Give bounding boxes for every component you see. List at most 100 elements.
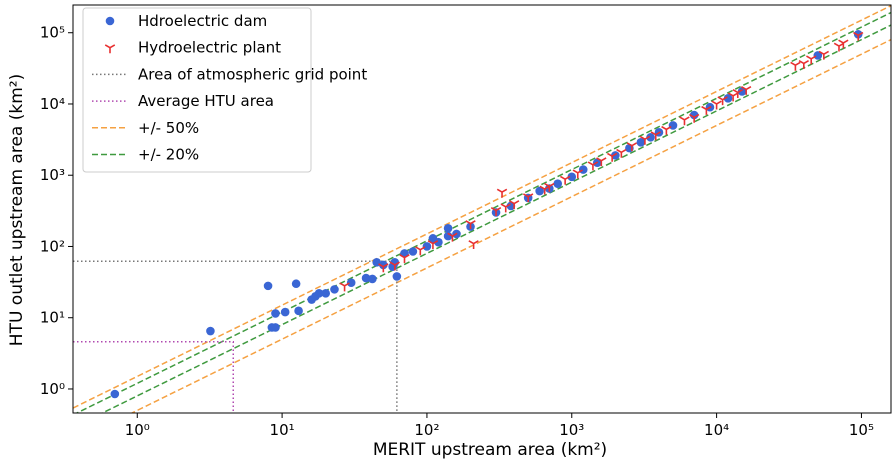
data-point — [321, 289, 330, 298]
data-point — [408, 247, 418, 256]
reference-line — [73, 260, 398, 413]
data-point — [263, 281, 273, 291]
x-tick-label: 10⁰ — [125, 421, 150, 439]
data-point — [833, 42, 845, 52]
y-tick-label: 10¹ — [40, 309, 65, 327]
plot-area — [73, 5, 891, 413]
data-point — [314, 289, 324, 298]
plot-frame — [72, 4, 892, 414]
legend-label: Hdroelectric dam — [138, 12, 267, 30]
data-point — [368, 274, 377, 284]
data-point — [661, 125, 672, 135]
legend-label: +/- 50% — [138, 119, 199, 137]
data-point — [378, 263, 389, 273]
x-tick-label: 10² — [414, 421, 439, 439]
data-point — [496, 188, 508, 198]
data-point — [468, 240, 479, 250]
band-line — [75, 11, 891, 413]
data-point — [596, 157, 607, 167]
data-point — [535, 186, 544, 196]
legend-box — [82, 7, 312, 173]
data-point — [723, 94, 733, 103]
legend-label: +/- 20% — [138, 146, 199, 164]
data-point — [553, 179, 563, 189]
band-line — [73, 5, 891, 409]
data-point — [572, 169, 583, 179]
data-point — [740, 85, 752, 95]
data-point — [508, 200, 520, 210]
x-tick-label: 10⁵ — [849, 421, 874, 439]
x-axis-label: MERIT upstream area (km²) — [373, 440, 607, 460]
data-point — [522, 193, 534, 203]
data-point — [399, 254, 410, 264]
data-point — [636, 137, 646, 147]
data-point — [294, 306, 303, 316]
data-point — [567, 172, 577, 182]
data-point — [110, 389, 120, 399]
data-point — [616, 148, 627, 158]
legend: Hdroelectric dam Hydroelectric plant Area … — [82, 7, 367, 173]
data-point — [104, 44, 116, 54]
data-point — [379, 260, 388, 270]
data-point — [650, 131, 661, 141]
data-point — [415, 246, 426, 256]
data-point — [679, 116, 690, 126]
data-point — [422, 242, 432, 251]
y-tick-label: 10⁵ — [40, 24, 65, 42]
data-point — [668, 121, 678, 130]
data-point — [434, 237, 443, 247]
data-point — [206, 326, 215, 336]
data-point — [443, 223, 453, 233]
data-point — [271, 323, 280, 332]
data-point — [689, 110, 699, 120]
data-point — [587, 161, 599, 171]
data-point — [688, 113, 700, 123]
data-point — [339, 282, 350, 292]
data-point — [346, 278, 356, 288]
data-point — [790, 61, 801, 71]
data-point — [639, 135, 651, 145]
y-tick-label: 10² — [40, 237, 65, 255]
legend-label: Average HTU area — [138, 92, 274, 110]
data-point — [606, 152, 618, 162]
data-point — [490, 207, 502, 216]
data-point — [806, 55, 817, 65]
y-axis-label: HTU outlet upstream area (km²) — [7, 74, 27, 346]
data-point — [853, 30, 863, 39]
data-point — [838, 39, 849, 49]
legend-label: Hydroelectric plant — [138, 39, 281, 57]
data-point — [818, 50, 830, 60]
data-point — [701, 105, 712, 115]
y-tick-label: 10³ — [40, 166, 65, 184]
x-tick-label: 10³ — [559, 421, 584, 439]
y-tick-label: 10⁰ — [40, 380, 65, 398]
data-point — [392, 272, 402, 281]
data-point — [500, 203, 511, 213]
data-point — [544, 182, 555, 192]
data-point — [626, 142, 638, 152]
data-point — [105, 16, 115, 26]
data-point — [271, 309, 280, 318]
x-tick-label: 10⁴ — [704, 421, 729, 439]
data-point — [427, 240, 439, 250]
data-point — [447, 232, 458, 242]
data-point — [361, 273, 371, 283]
legend-label: Area of atmospheric grid point — [138, 65, 367, 83]
data-point — [578, 165, 588, 174]
data-point — [853, 31, 864, 41]
x-tick-label: 10¹ — [270, 421, 295, 439]
data-point — [291, 279, 301, 289]
data-point — [732, 89, 743, 98]
data-point — [737, 87, 747, 96]
data-point — [559, 175, 571, 185]
band-line — [100, 24, 891, 413]
data-point — [389, 261, 400, 271]
y-tick-label: 10⁴ — [40, 95, 65, 113]
data-point — [330, 285, 339, 294]
data-point — [813, 51, 823, 60]
data-point — [646, 133, 655, 142]
data-point — [717, 96, 728, 106]
data-point — [711, 100, 722, 110]
data-point — [611, 151, 620, 160]
